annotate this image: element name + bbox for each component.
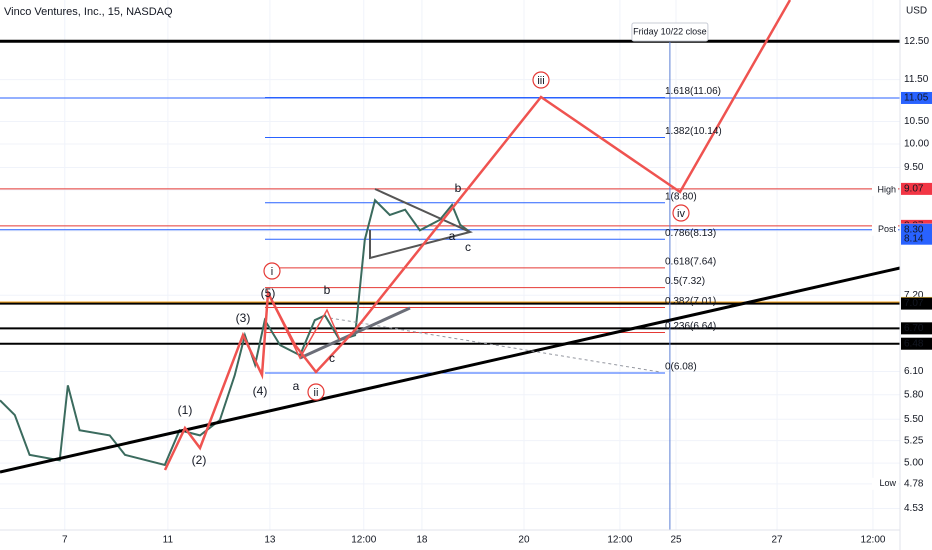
wave-label: (1) — [178, 403, 193, 417]
x-tick-label: 7 — [62, 535, 68, 546]
wave-circle — [263, 262, 281, 280]
x-tick-label: 13 — [264, 535, 276, 546]
price-tag-label: 11.05 — [904, 93, 929, 104]
x-tick-label: 12:00 — [351, 535, 376, 546]
note-box — [872, 183, 898, 196]
wave-label: (4) — [253, 384, 268, 398]
fib-label: 0(6.08) — [665, 362, 697, 373]
x-tick-label: 12:00 — [607, 535, 632, 546]
y-tick-label: 5.00 — [904, 458, 924, 469]
wave-label: iii — [537, 75, 544, 87]
axis-note: Low — [879, 478, 896, 488]
note-box — [872, 223, 898, 236]
y-tick-label: 5.25 — [904, 435, 924, 446]
drawings — [0, 0, 901, 474]
dashed-trend — [329, 317, 661, 373]
y-tick-label: 4.53 — [904, 503, 924, 514]
price-tag-label: 8.30 — [904, 224, 924, 235]
wave-label: a — [449, 229, 456, 243]
wave-label: iv — [677, 208, 685, 220]
axis-note: High — [877, 184, 896, 194]
price-tag — [901, 297, 932, 310]
x-tick-label: 18 — [416, 535, 428, 546]
price-tag — [901, 182, 932, 195]
price-tag-label: 7.07 — [904, 298, 924, 309]
wave-circle — [672, 204, 690, 222]
annotation-box — [631, 22, 709, 42]
overlay: 1.618(11.06) 1.382(10.14) 1(8.80) 0.786(8.1… — [178, 22, 722, 467]
fib-label: 0.618(7.64) — [665, 257, 716, 268]
wave-label: b — [324, 283, 331, 297]
annotation: Friday 10/22 close — [633, 26, 707, 36]
x-tick-label: 20 — [518, 535, 530, 546]
x-tick-label: 12:00 — [860, 535, 885, 546]
price-tag — [901, 337, 932, 350]
y-tick-label: 9.50 — [904, 162, 924, 173]
y-tick-label: 6.10 — [904, 366, 924, 377]
drawings-under — [0, 0, 900, 530]
price-tag-label: 6.70 — [904, 323, 924, 334]
x-tick-label: 25 — [670, 535, 682, 546]
fib-label: 0.236(6.64) — [665, 321, 716, 332]
fib-label: 0.382(7.01) — [665, 296, 716, 307]
y-tick-label: 10.00 — [904, 139, 929, 150]
chart-title: Vinco Ventures, Inc., 15, NASDAQ — [4, 6, 173, 18]
currency: USD — [906, 6, 927, 17]
wave-label: ii — [314, 387, 319, 399]
y-tick-label: 4.78 — [904, 478, 924, 489]
price-tag — [901, 322, 932, 335]
wave-label: (2) — [192, 453, 207, 467]
wave-label: (3) — [236, 311, 251, 325]
price-tag-label: 8.14 — [904, 233, 924, 244]
wave-circle — [532, 71, 550, 89]
price-tag — [901, 232, 932, 245]
y-tick-label: 11.50 — [904, 74, 929, 85]
y-tick-label: 7.20 — [904, 290, 924, 301]
fib-label: 0.5(7.32) — [665, 276, 705, 287]
wave-label: (5) — [261, 286, 276, 300]
price-tag-label: 9.07 — [904, 184, 924, 195]
fib-label: 1.382(10.14) — [665, 126, 722, 137]
x-tick-label: 27 — [771, 535, 783, 546]
price-tag — [901, 91, 932, 104]
channel-line — [299, 306, 411, 360]
wave-circle — [307, 383, 325, 401]
wave-label: b — [455, 181, 462, 195]
y-tick-label: 12.50 — [904, 36, 929, 47]
triangle — [369, 188, 473, 260]
x-tick-label: 11 — [163, 535, 174, 546]
axis-note: Post — [878, 224, 897, 234]
wave-label: a — [293, 379, 300, 393]
y-tick-label: 5.50 — [904, 414, 924, 425]
wave-label: c — [329, 351, 335, 365]
wave-sub — [267, 292, 341, 360]
fib-label: 0.786(8.13) — [665, 228, 716, 239]
fib-label: 1(8.80) — [665, 191, 697, 202]
y-tick-label: 10.50 — [904, 116, 929, 127]
trendline — [0, 266, 901, 474]
price-tag-label: 6.48 — [904, 338, 924, 349]
price-axis — [900, 0, 932, 550]
note-box — [872, 477, 898, 490]
fib-label: 1.618(11.06) — [665, 86, 721, 97]
y-tick-label: 5.80 — [904, 389, 924, 400]
wave-label: c — [465, 240, 471, 254]
wave-label: i — [271, 266, 273, 278]
